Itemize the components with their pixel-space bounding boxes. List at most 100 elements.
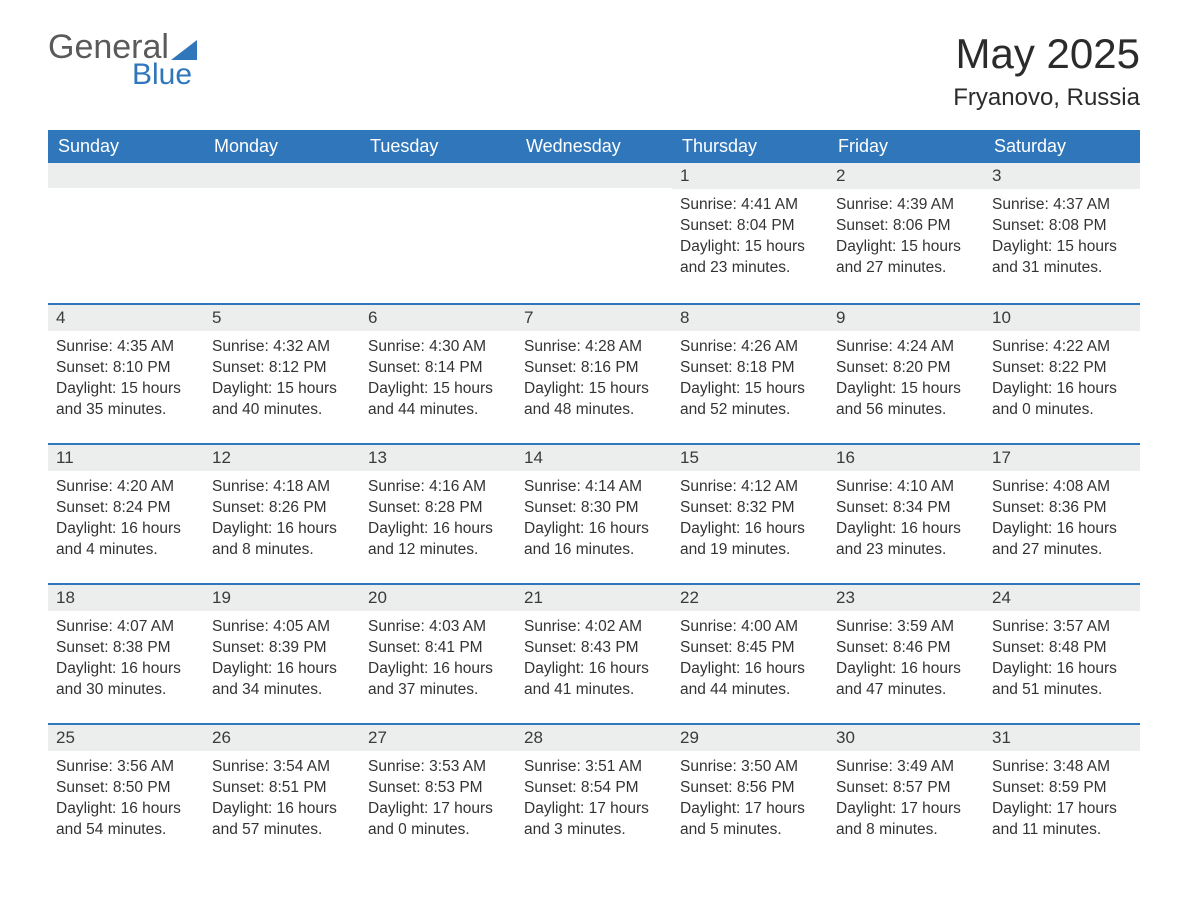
daylight-line1: Daylight: 16 hours	[368, 659, 508, 680]
sunset-text: Sunset: 8:04 PM	[680, 216, 820, 237]
day-cell: 20Sunrise: 4:03 AMSunset: 8:41 PMDayligh…	[360, 585, 516, 723]
sunrise-text: Sunrise: 4:32 AM	[212, 337, 352, 358]
day-details: Sunrise: 3:56 AMSunset: 8:50 PMDaylight:…	[48, 751, 204, 855]
sunrise-text: Sunrise: 4:30 AM	[368, 337, 508, 358]
day-number: 28	[516, 725, 672, 751]
week-row: 18Sunrise: 4:07 AMSunset: 8:38 PMDayligh…	[48, 583, 1140, 723]
daylight-line2: and 5 minutes.	[680, 820, 820, 841]
day-number: 19	[204, 585, 360, 611]
sunset-text: Sunset: 8:06 PM	[836, 216, 976, 237]
daylight-line1: Daylight: 16 hours	[56, 659, 196, 680]
daylight-line1: Daylight: 17 hours	[680, 799, 820, 820]
sunrise-text: Sunrise: 4:26 AM	[680, 337, 820, 358]
day-details: Sunrise: 4:30 AMSunset: 8:14 PMDaylight:…	[360, 331, 516, 435]
daylight-line1: Daylight: 15 hours	[680, 379, 820, 400]
daylight-line1: Daylight: 16 hours	[524, 519, 664, 540]
day-number: 25	[48, 725, 204, 751]
daylight-line2: and 40 minutes.	[212, 400, 352, 421]
day-number: 6	[360, 305, 516, 331]
day-details: Sunrise: 3:53 AMSunset: 8:53 PMDaylight:…	[360, 751, 516, 855]
daylight-line1: Daylight: 16 hours	[56, 799, 196, 820]
sunset-text: Sunset: 8:43 PM	[524, 638, 664, 659]
daylight-line2: and 34 minutes.	[212, 680, 352, 701]
sunset-text: Sunset: 8:57 PM	[836, 778, 976, 799]
daylight-line1: Daylight: 16 hours	[212, 799, 352, 820]
sunrise-text: Sunrise: 4:08 AM	[992, 477, 1132, 498]
day-cell: 22Sunrise: 4:00 AMSunset: 8:45 PMDayligh…	[672, 585, 828, 723]
day-details: Sunrise: 3:59 AMSunset: 8:46 PMDaylight:…	[828, 611, 984, 715]
daylight-line2: and 41 minutes.	[524, 680, 664, 701]
sunset-text: Sunset: 8:36 PM	[992, 498, 1132, 519]
day-details: Sunrise: 3:49 AMSunset: 8:57 PMDaylight:…	[828, 751, 984, 855]
sunset-text: Sunset: 8:39 PM	[212, 638, 352, 659]
sunrise-text: Sunrise: 4:39 AM	[836, 195, 976, 216]
sunset-text: Sunset: 8:30 PM	[524, 498, 664, 519]
day-cell: 2Sunrise: 4:39 AMSunset: 8:06 PMDaylight…	[828, 163, 984, 303]
weekday-tuesday: Tuesday	[360, 130, 516, 163]
weekday-monday: Monday	[204, 130, 360, 163]
sunset-text: Sunset: 8:48 PM	[992, 638, 1132, 659]
daylight-line2: and 27 minutes.	[836, 258, 976, 279]
sunset-text: Sunset: 8:51 PM	[212, 778, 352, 799]
daylight-line1: Daylight: 16 hours	[680, 659, 820, 680]
day-details: Sunrise: 4:37 AMSunset: 8:08 PMDaylight:…	[984, 189, 1140, 293]
sunrise-text: Sunrise: 4:20 AM	[56, 477, 196, 498]
sunrise-text: Sunrise: 4:28 AM	[524, 337, 664, 358]
daylight-line2: and 54 minutes.	[56, 820, 196, 841]
daylight-line1: Daylight: 17 hours	[368, 799, 508, 820]
sunset-text: Sunset: 8:14 PM	[368, 358, 508, 379]
daylight-line1: Daylight: 16 hours	[680, 519, 820, 540]
day-cell: 4Sunrise: 4:35 AMSunset: 8:10 PMDaylight…	[48, 305, 204, 443]
day-number: 2	[828, 163, 984, 189]
day-details: Sunrise: 4:39 AMSunset: 8:06 PMDaylight:…	[828, 189, 984, 293]
daylight-line1: Daylight: 16 hours	[836, 519, 976, 540]
day-details: Sunrise: 3:48 AMSunset: 8:59 PMDaylight:…	[984, 751, 1140, 855]
daylight-line2: and 57 minutes.	[212, 820, 352, 841]
sunset-text: Sunset: 8:26 PM	[212, 498, 352, 519]
sunrise-text: Sunrise: 4:18 AM	[212, 477, 352, 498]
sunset-text: Sunset: 8:18 PM	[680, 358, 820, 379]
day-cell: 6Sunrise: 4:30 AMSunset: 8:14 PMDaylight…	[360, 305, 516, 443]
daylight-line1: Daylight: 16 hours	[212, 519, 352, 540]
weekday-thursday: Thursday	[672, 130, 828, 163]
day-details: Sunrise: 4:02 AMSunset: 8:43 PMDaylight:…	[516, 611, 672, 715]
sunrise-text: Sunrise: 3:49 AM	[836, 757, 976, 778]
sunset-text: Sunset: 8:50 PM	[56, 778, 196, 799]
day-number: 24	[984, 585, 1140, 611]
day-details: Sunrise: 4:41 AMSunset: 8:04 PMDaylight:…	[672, 189, 828, 293]
day-details: Sunrise: 4:22 AMSunset: 8:22 PMDaylight:…	[984, 331, 1140, 435]
sunrise-text: Sunrise: 4:41 AM	[680, 195, 820, 216]
day-number: 3	[984, 163, 1140, 189]
daylight-line1: Daylight: 17 hours	[524, 799, 664, 820]
sunrise-text: Sunrise: 4:35 AM	[56, 337, 196, 358]
weekday-friday: Friday	[828, 130, 984, 163]
daylight-line1: Daylight: 16 hours	[524, 659, 664, 680]
day-number: 10	[984, 305, 1140, 331]
day-details: Sunrise: 4:05 AMSunset: 8:39 PMDaylight:…	[204, 611, 360, 715]
week-row: 11Sunrise: 4:20 AMSunset: 8:24 PMDayligh…	[48, 443, 1140, 583]
day-details: Sunrise: 3:57 AMSunset: 8:48 PMDaylight:…	[984, 611, 1140, 715]
day-cell: 13Sunrise: 4:16 AMSunset: 8:28 PMDayligh…	[360, 445, 516, 583]
day-cell: 5Sunrise: 4:32 AMSunset: 8:12 PMDaylight…	[204, 305, 360, 443]
day-number: 4	[48, 305, 204, 331]
day-details: Sunrise: 4:07 AMSunset: 8:38 PMDaylight:…	[48, 611, 204, 715]
day-number: 22	[672, 585, 828, 611]
day-details: Sunrise: 3:51 AMSunset: 8:54 PMDaylight:…	[516, 751, 672, 855]
day-cell: 3Sunrise: 4:37 AMSunset: 8:08 PMDaylight…	[984, 163, 1140, 303]
weekday-saturday: Saturday	[984, 130, 1140, 163]
location: Fryanovo, Russia	[953, 84, 1140, 112]
daylight-line2: and 47 minutes.	[836, 680, 976, 701]
day-cell-empty	[360, 163, 516, 303]
day-details: Sunrise: 4:08 AMSunset: 8:36 PMDaylight:…	[984, 471, 1140, 575]
sunrise-text: Sunrise: 4:02 AM	[524, 617, 664, 638]
day-details: Sunrise: 4:18 AMSunset: 8:26 PMDaylight:…	[204, 471, 360, 575]
day-cell: 15Sunrise: 4:12 AMSunset: 8:32 PMDayligh…	[672, 445, 828, 583]
day-cell: 14Sunrise: 4:14 AMSunset: 8:30 PMDayligh…	[516, 445, 672, 583]
daylight-line2: and 51 minutes.	[992, 680, 1132, 701]
sunset-text: Sunset: 8:16 PM	[524, 358, 664, 379]
sunset-text: Sunset: 8:32 PM	[680, 498, 820, 519]
daylight-line2: and 0 minutes.	[992, 400, 1132, 421]
weekday-sunday: Sunday	[48, 130, 204, 163]
day-number: 18	[48, 585, 204, 611]
daylight-line2: and 8 minutes.	[836, 820, 976, 841]
